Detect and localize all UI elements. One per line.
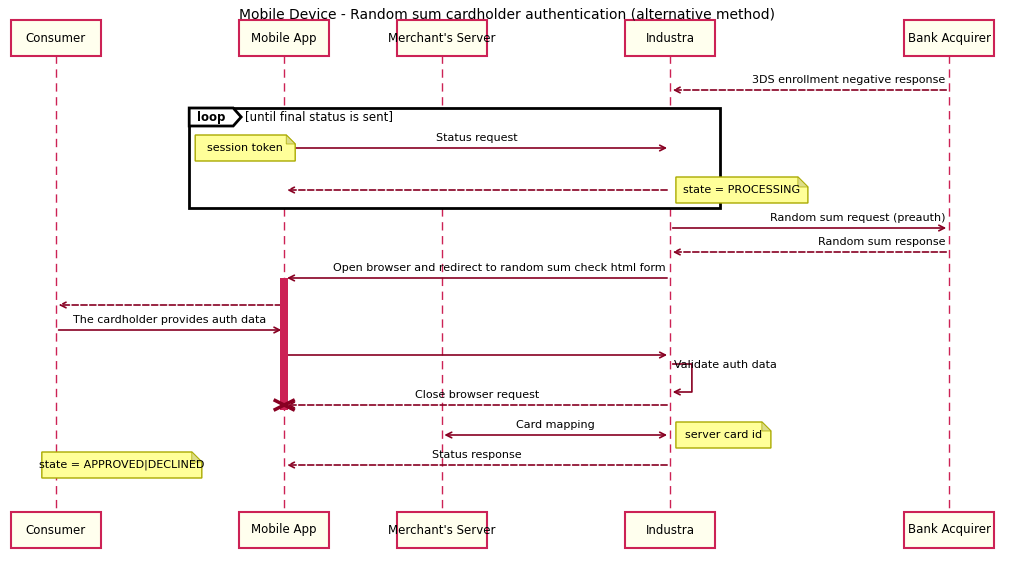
FancyBboxPatch shape xyxy=(240,20,329,56)
Text: Status request: Status request xyxy=(436,133,518,143)
Text: Industra: Industra xyxy=(646,31,694,44)
FancyBboxPatch shape xyxy=(189,108,720,208)
Polygon shape xyxy=(798,177,808,187)
Polygon shape xyxy=(189,108,242,126)
Polygon shape xyxy=(676,422,771,448)
Polygon shape xyxy=(192,452,202,462)
Polygon shape xyxy=(286,135,295,144)
Text: Mobile Device - Random sum cardholder authentication (alternative method): Mobile Device - Random sum cardholder au… xyxy=(240,7,775,21)
Polygon shape xyxy=(195,135,295,161)
Polygon shape xyxy=(42,452,202,478)
Text: Card mapping: Card mapping xyxy=(517,420,595,430)
Text: Validate auth data: Validate auth data xyxy=(674,360,776,370)
Text: Merchant's Server: Merchant's Server xyxy=(388,31,495,44)
FancyBboxPatch shape xyxy=(904,20,994,56)
Polygon shape xyxy=(762,422,771,431)
Text: Close browser request: Close browser request xyxy=(415,390,539,400)
Text: Consumer: Consumer xyxy=(25,31,86,44)
Text: Random sum response: Random sum response xyxy=(817,237,945,247)
Text: Status response: Status response xyxy=(432,450,522,460)
FancyBboxPatch shape xyxy=(240,512,329,548)
Text: Bank Acquirer: Bank Acquirer xyxy=(907,523,991,536)
FancyBboxPatch shape xyxy=(625,20,715,56)
FancyBboxPatch shape xyxy=(11,20,100,56)
Text: Mobile App: Mobile App xyxy=(252,523,317,536)
Text: server card id: server card id xyxy=(685,430,762,440)
FancyBboxPatch shape xyxy=(11,512,100,548)
Text: 3DS enrollment negative response: 3DS enrollment negative response xyxy=(752,75,945,85)
Text: state = PROCESSING: state = PROCESSING xyxy=(683,185,801,195)
Text: Industra: Industra xyxy=(646,523,694,536)
Text: Merchant's Server: Merchant's Server xyxy=(388,523,495,536)
Text: Open browser and redirect to random sum check html form: Open browser and redirect to random sum … xyxy=(333,263,666,273)
Text: Mobile App: Mobile App xyxy=(252,31,317,44)
Text: state = APPROVED|DECLINED: state = APPROVED|DECLINED xyxy=(40,460,204,470)
Polygon shape xyxy=(676,177,808,203)
FancyBboxPatch shape xyxy=(904,512,994,548)
FancyBboxPatch shape xyxy=(280,278,288,410)
FancyBboxPatch shape xyxy=(397,512,486,548)
FancyBboxPatch shape xyxy=(625,512,715,548)
Text: Bank Acquirer: Bank Acquirer xyxy=(907,31,991,44)
Text: session token: session token xyxy=(207,143,283,153)
Text: [until final status is sent]: [until final status is sent] xyxy=(246,111,393,123)
Text: Random sum request (preauth): Random sum request (preauth) xyxy=(769,213,945,223)
FancyBboxPatch shape xyxy=(397,20,486,56)
Text: loop: loop xyxy=(197,111,225,123)
Text: Consumer: Consumer xyxy=(25,523,86,536)
Text: The cardholder provides auth data: The cardholder provides auth data xyxy=(73,315,267,325)
